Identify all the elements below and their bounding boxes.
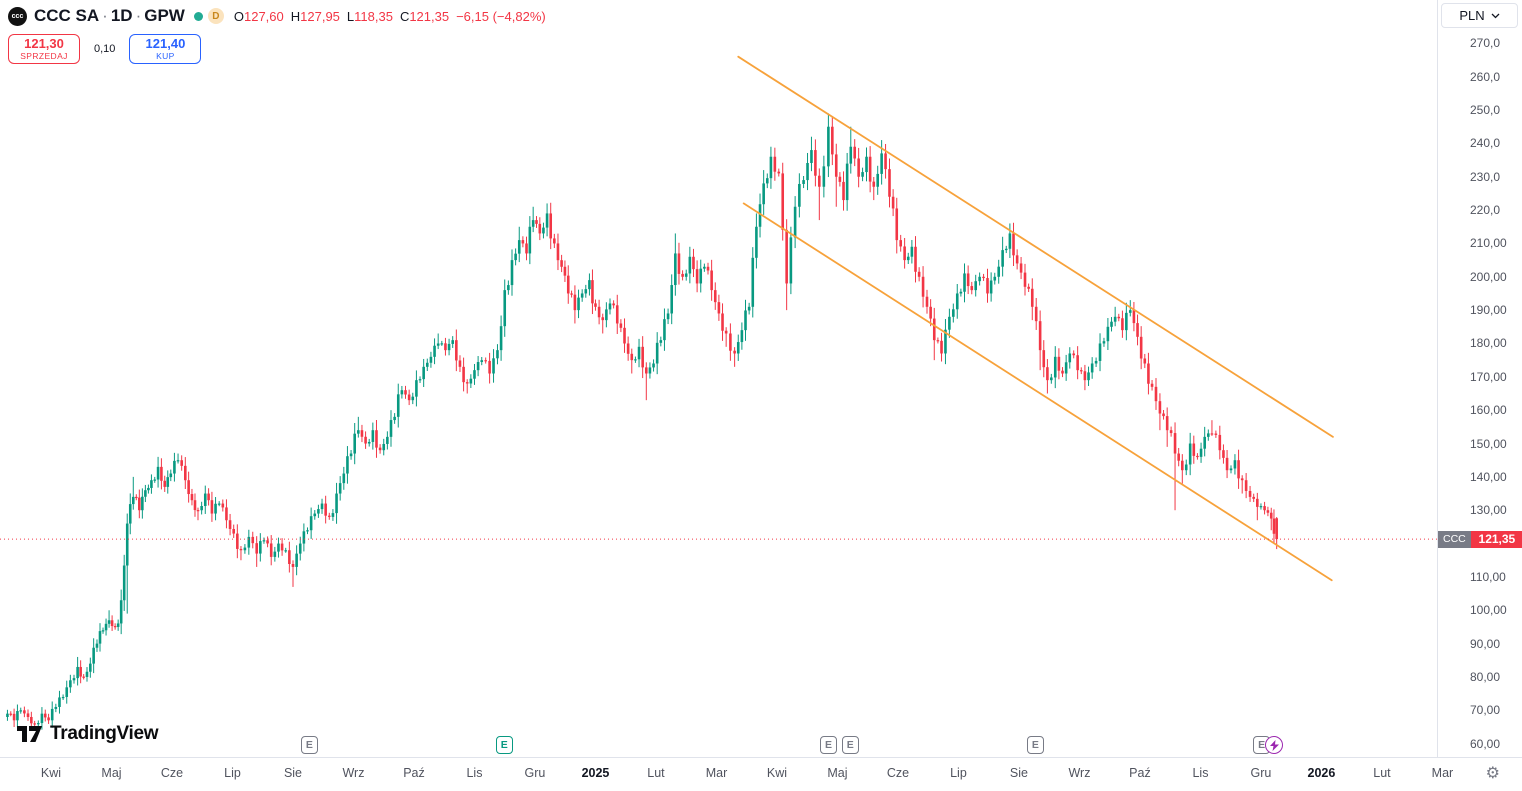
badge-symbol: CCC (1438, 530, 1471, 548)
time-axis-month-label: Mar (1431, 766, 1454, 780)
time-axis-month-label: Kwi (40, 766, 62, 780)
ohlc-close: C121,35 (399, 8, 450, 24)
price-axis-label: 160,00 (1470, 403, 1507, 418)
lightning-marker-icon[interactable] (1265, 736, 1284, 754)
change-value: −6,15 (−4,82%) (456, 8, 546, 24)
time-axis-month-label: Gru (524, 766, 546, 780)
ohlc-high: H127,95 (290, 8, 340, 24)
settings-gear-icon[interactable]: ⚙ (1485, 763, 1500, 782)
currency-label: PLN (1459, 8, 1485, 23)
time-axis-month-label: Paź (403, 766, 425, 780)
time-axis-month-label: Lip (224, 766, 241, 780)
price-axis-label: 180,00 (1470, 336, 1507, 351)
time-axis-month-label: Maj (101, 766, 122, 780)
time-axis-year-label: 2026 (1307, 766, 1336, 780)
currency-selector[interactable]: PLN (1441, 3, 1518, 28)
price-axis-label: 90,00 (1470, 636, 1501, 651)
chevron-down-icon (1491, 13, 1500, 18)
price-axis-label: 140,00 (1470, 469, 1507, 484)
price-axis-label: 260,0 (1470, 69, 1501, 84)
price-axis-label: 230,0 (1470, 169, 1501, 184)
spread-value: 0,10 (92, 42, 118, 56)
time-axis-month-label: Paź (1129, 766, 1151, 780)
time-axis-month-label: Lut (647, 766, 665, 780)
time-axis-month-label: Wrz (1068, 766, 1091, 780)
ohlc-open: O127,60 (233, 8, 284, 24)
price-axis-label: 130,00 (1470, 503, 1507, 518)
time-axis-month-label: Kwi (766, 766, 788, 780)
tradingview-logo[interactable]: TradingView (16, 722, 159, 746)
sell-price: 121,30 (24, 36, 64, 51)
candlestick-chart (0, 55, 1437, 731)
price-axis-label: 240,0 (1470, 136, 1501, 151)
time-axis-month-label: Gru (1250, 766, 1272, 780)
price-axis-label: 250,0 (1470, 103, 1501, 118)
last-price-badge: CCC 121,35 (1438, 530, 1522, 548)
symbol-logo[interactable]: ccc (8, 6, 27, 26)
price-axis-label: 150,00 (1470, 436, 1507, 451)
time-axis-month-label: Sie (283, 766, 303, 780)
price-axis-label: 100,00 (1470, 603, 1507, 618)
earnings-marker-icon[interactable]: E (1026, 736, 1044, 754)
tradingview-logo-text: TradingView (50, 723, 159, 744)
chart-legend: ccc CCC SA · 1D · GPW D O127,60 H127,95 L118… (8, 6, 546, 64)
price-axis-label: 220,0 (1470, 203, 1501, 218)
time-axis-month-label: Mar (705, 766, 728, 780)
buy-button[interactable]: 121,40 KUP (129, 34, 202, 64)
time-axis-year-label: 2025 (581, 766, 610, 780)
time-axis-month-label: Lip (950, 766, 967, 780)
time-axis-month-label: Wrz (342, 766, 365, 780)
ohlc-low: L118,35 (346, 8, 393, 24)
badge-price: 121,35 (1470, 530, 1522, 548)
time-axis-month-label: Lut (1373, 766, 1391, 780)
symbol-header-row: ccc CCC SA · 1D · GPW D O127,60 H127,95 L118… (8, 6, 546, 26)
earnings-marker-icon[interactable]: E (495, 736, 513, 754)
time-axis-month-label: Sie (1009, 766, 1028, 780)
title-separator: · (135, 6, 142, 25)
buy-label: KUP (156, 51, 175, 61)
title-separator: · (102, 6, 108, 25)
tradingview-logo-icon (17, 726, 42, 742)
price-axis-label: 60,00 (1470, 736, 1501, 751)
price-axis-label: 200,00 (1470, 269, 1507, 284)
time-axis-month-label: Maj (827, 766, 848, 780)
delayed-data-icon[interactable]: D (207, 8, 224, 24)
sell-label: SPRZEDAJ (20, 51, 68, 61)
price-axis-label: 210,00 (1470, 236, 1507, 251)
earnings-marker-icon[interactable]: E (300, 736, 318, 754)
market-status-icon (193, 11, 203, 21)
time-axis-month-label: Lis (466, 766, 483, 780)
ohlc-values: O127,60 H127,95 L118,35 C121,35 −6,15 (−… (234, 9, 546, 24)
price-axis-label: 190,00 (1470, 303, 1507, 318)
price-axis-label: 70,00 (1470, 703, 1501, 718)
time-axis[interactable]: Kwi Maj Cze Lip Sie Wrz Paź Lis Gru 2025 Lut Mar Kwi… (0, 757, 1522, 791)
earnings-marker-icon[interactable]: E (819, 736, 837, 754)
symbol-title[interactable]: CCC SA · 1D · GPW (34, 6, 185, 26)
time-axis-month-label: Lis (1192, 766, 1209, 780)
trade-buttons-row: 121,30 SPRZEDAJ 0,10 121,40 KUP (8, 34, 546, 64)
price-axis-label: 170,00 (1470, 369, 1507, 384)
buy-price: 121,40 (145, 36, 186, 51)
price-axis-label: 110,00 (1470, 569, 1506, 584)
symbol-name: CCC SA (34, 6, 100, 25)
price-axis-label: 80,00 (1470, 669, 1501, 684)
time-axis-month-label: Cze (160, 766, 184, 780)
exchange-label: GPW (144, 6, 185, 25)
timeframe-label[interactable]: 1D (110, 6, 133, 25)
sell-button[interactable]: 121,30 SPRZEDAJ (8, 34, 80, 64)
price-axis-label: 270,0 (1470, 36, 1501, 51)
price-axis[interactable]: PLN 270,0 260,0 250,0 240,0 230,0 220,0 210,00… (1437, 0, 1522, 757)
time-axis-month-label: Cze (886, 766, 910, 780)
earnings-marker-icon[interactable]: E (841, 736, 859, 754)
